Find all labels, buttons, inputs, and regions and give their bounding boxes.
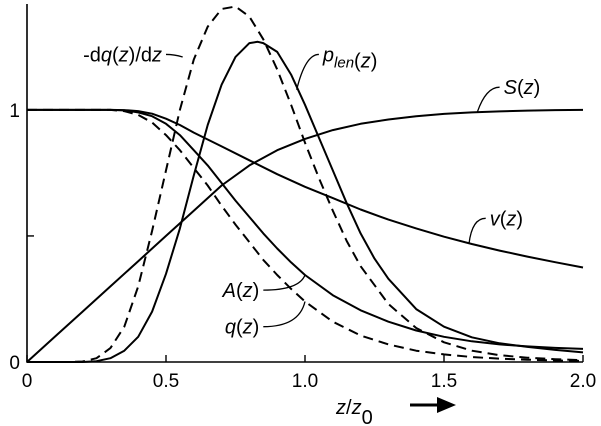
series-line-a-z <box>27 108 584 350</box>
series-label-dq-z-dz: -dq(z)/dz <box>83 44 162 66</box>
leader-line-dq-z-dz <box>165 53 183 58</box>
x-tick-label: 1.5 <box>431 371 457 392</box>
leader-line-q-z <box>263 301 306 328</box>
series-line-plen-z <box>27 40 584 363</box>
series-label-v-z: v(z) <box>490 208 523 230</box>
series-line-s-z <box>26 108 584 363</box>
leader-line-plen-z <box>296 53 319 90</box>
x-tick-label: 2.0 <box>570 371 596 392</box>
series-label-plen-z: plen(z) <box>322 44 378 72</box>
series-label-q-z: q(z) <box>225 317 259 339</box>
series-line-dq-z-dz <box>27 5 584 363</box>
y-tick-label: 0 <box>9 353 20 374</box>
x-tick-label: 0 <box>22 371 33 392</box>
y-tick-label: 1 <box>9 101 20 122</box>
x-tick-label: 1.0 <box>292 371 318 392</box>
series-line-v-z <box>27 108 584 269</box>
ticks: 0 0.5 1.0 1.5 2.0 0 1 <box>9 101 596 392</box>
x-axis-label: z/z0 <box>335 397 456 426</box>
leader-line-s-z <box>476 86 500 113</box>
label-leaders <box>165 53 500 328</box>
curves <box>26 5 584 363</box>
series-label-a-z: A(z) <box>222 280 260 302</box>
leader-line-a-z <box>263 274 306 291</box>
x-tick-label: 0.5 <box>153 371 179 392</box>
series-line-q-z <box>27 108 584 362</box>
leader-line-v-z <box>468 217 486 244</box>
curve-labels: -dq(z)/dz plen(z) S(z) v(z) A(z) q(z) <box>83 44 540 338</box>
series-label-s-z: S(z) <box>504 77 541 99</box>
x-axis-title: z/z0 <box>335 397 373 426</box>
x-axis-arrow-head <box>437 397 456 413</box>
